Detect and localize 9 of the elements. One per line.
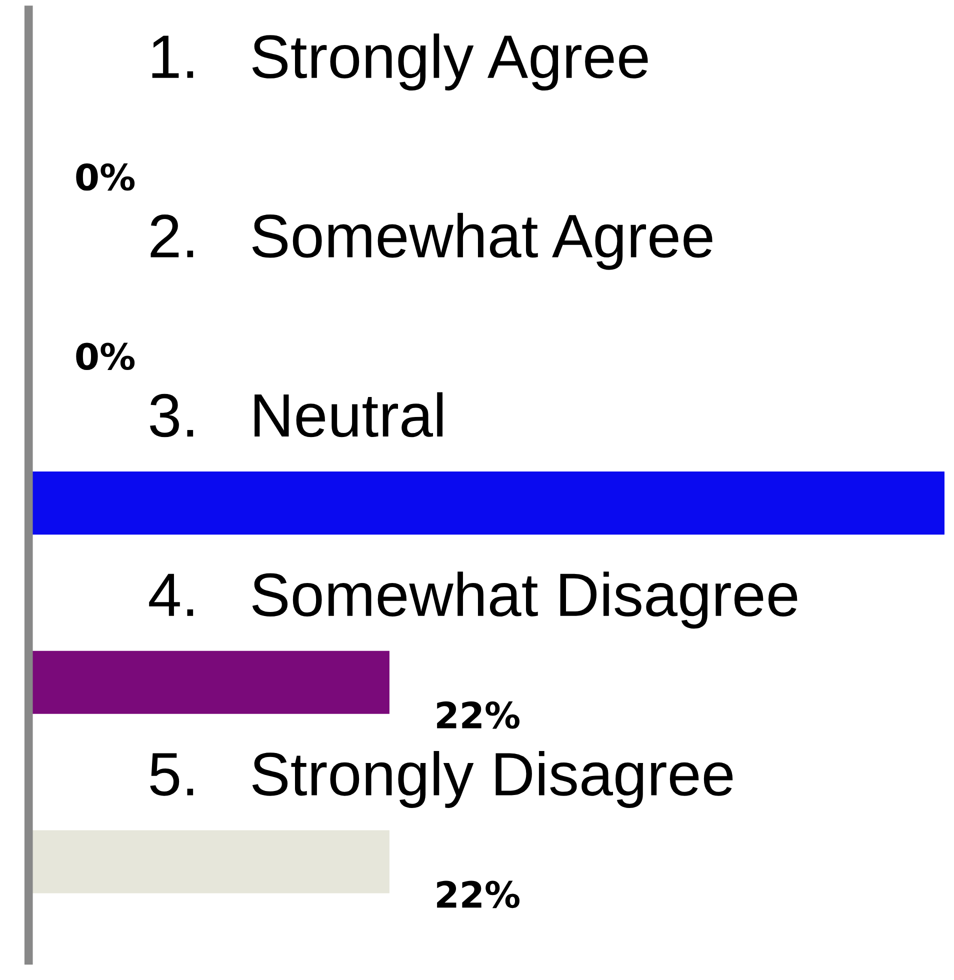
y-tick-label: 4. Somewhat Disagree — [149, 572, 798, 629]
data-label: 0% — [76, 342, 135, 370]
data-label: 22% — [437, 701, 520, 729]
data-label: 22% — [437, 880, 520, 908]
y-tick-label: 5. Strongly Disagree — [150, 750, 733, 808]
y-tick-label: 3. Neutral — [150, 392, 442, 438]
data-label: 0% — [76, 163, 135, 191]
y-tick-label: 1. Strongly Agree — [152, 34, 648, 91]
y-tick-label: 2. Somewhat Agree — [150, 212, 712, 270]
